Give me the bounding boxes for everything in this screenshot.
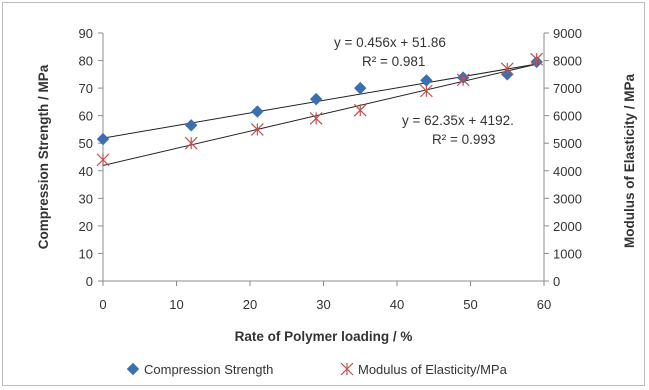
y-right-tick-label: 7000: [553, 81, 582, 96]
y-left-tick-label: 0: [86, 274, 93, 289]
x-tick-label: 20: [243, 297, 257, 312]
y-left-tick-label: 10: [79, 246, 93, 261]
compression-point: [420, 74, 433, 87]
y-left-tick-label: 60: [79, 109, 93, 124]
axes: [98, 32, 549, 286]
modulus-point: [500, 62, 514, 76]
y-left-tick-label: 30: [79, 191, 93, 206]
modulus-point: [419, 84, 433, 98]
compression-r2: R² = 0.981: [362, 54, 425, 69]
compression-point: [354, 81, 367, 95]
modulus-point: [309, 111, 323, 125]
y-left-tick-label: 90: [79, 26, 93, 41]
chart-frame: [2, 2, 645, 386]
modulus-point: [250, 123, 264, 136]
x-tick-label: 40: [390, 297, 404, 312]
compression-equation: y = 0.456x + 51.86: [334, 35, 446, 50]
modulus-r2: R² = 0.993: [432, 132, 495, 147]
modulus-point: [530, 52, 544, 66]
labels: 0 10 20 30 40 50 60 70 80 90 0 1000 2000 3000 4000 5000…: [36, 26, 637, 377]
y-right-tick-label: 5000: [553, 136, 582, 151]
modulus-equation: y = 62.35x + 4192.: [402, 113, 514, 128]
modulus-point: [96, 153, 110, 167]
x-tick-label: 60: [537, 297, 551, 312]
modulus-point: [456, 73, 470, 87]
x-tick-label: 0: [99, 297, 106, 312]
y-right-tick-label: 0: [553, 274, 560, 289]
compression-point: [251, 105, 264, 118]
y-right-tick-label: 3000: [553, 191, 582, 206]
x-tick-label: 30: [316, 297, 330, 312]
legend-compression-marker: [126, 362, 140, 376]
modulus-point: [184, 136, 198, 150]
y-left-tick-label: 70: [79, 81, 93, 96]
y-axis-left-title: Compression Strength / MPa: [36, 64, 51, 249]
y-right-tick-label: 1000: [553, 246, 582, 261]
y-right-tick-label: 9000: [553, 26, 582, 41]
y-left-tick-label: 40: [79, 164, 93, 179]
x-tick-label: 10: [169, 297, 183, 312]
compression-point: [184, 119, 198, 132]
y-right-tick-label: 8000: [553, 54, 582, 69]
legend-modulus-label: Modulus of Elasticity/MPa: [358, 362, 508, 377]
x-axis-title: Rate of Polymer loading / %: [235, 329, 413, 344]
modulus-point: [353, 103, 367, 117]
y-right-tick-label: 6000: [553, 109, 582, 124]
data-marks: [96, 52, 544, 167]
legend-compression-label: Compression Strength: [144, 362, 273, 377]
compression-point: [96, 132, 110, 146]
y-right-tick-label: 2000: [553, 219, 582, 234]
y-axis-right-title: Modulus of Elasticity / MPa: [622, 74, 637, 249]
compression-point: [309, 92, 323, 106]
y-right-tick-label: 4000: [553, 164, 582, 179]
legend-modulus-marker: [340, 362, 354, 376]
y-left-tick-label: 50: [79, 136, 93, 151]
x-tick-label: 50: [463, 297, 477, 312]
y-left-tick-label: 80: [79, 54, 93, 69]
y-left-tick-label: 20: [79, 219, 93, 234]
